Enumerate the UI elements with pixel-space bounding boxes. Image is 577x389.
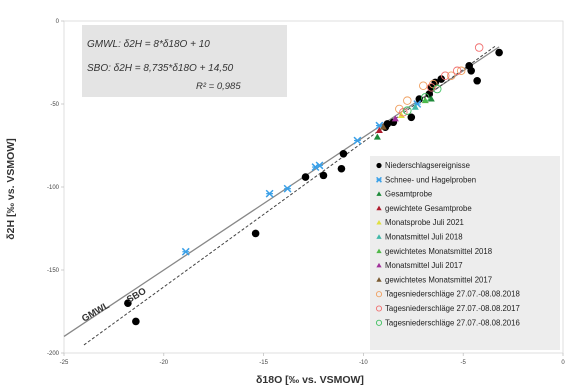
legend-entry-label: Schnee- und Hagelproben	[385, 175, 476, 184]
data-point	[411, 103, 419, 110]
x-tick-label: -15	[259, 360, 268, 366]
data-point	[375, 291, 383, 298]
legend-entry-label: Monatsmittel Juli 2017	[385, 261, 463, 270]
data-point	[265, 189, 274, 198]
legend-entry-label: gewichtetes Monatsmittel 2018	[385, 247, 492, 256]
data-point	[379, 123, 387, 130]
data-point	[124, 299, 132, 308]
data-point	[375, 126, 383, 133]
data-point	[452, 66, 462, 76]
y-tick-label: -100	[47, 185, 60, 191]
y-tick-label: 0	[56, 19, 60, 25]
data-point	[376, 191, 382, 196]
data-point	[399, 108, 408, 117]
x-tick-label: -25	[60, 360, 69, 366]
data-point	[132, 317, 140, 326]
x-axis-title: δ18O [‰ vs. VSMOW]	[256, 374, 364, 386]
data-point	[376, 248, 382, 254]
y-tick-label: -50	[50, 102, 59, 108]
legend-entry-label: Tagesniederschläge 27.07.-08.08.2016	[385, 318, 520, 327]
data-point	[376, 219, 382, 225]
data-point	[283, 184, 292, 193]
data-point	[433, 84, 442, 94]
data-point	[440, 71, 450, 81]
data-point	[375, 319, 383, 326]
data-point	[376, 162, 382, 169]
legend-entry-label: gewichtete Gesamtprobe	[385, 204, 472, 213]
data-point	[315, 161, 324, 170]
legend-entry-label: Tagesniederschläge 27.07.-08.08.2018	[385, 290, 520, 299]
data-point	[473, 76, 481, 85]
legend-box	[370, 156, 560, 350]
data-point	[376, 234, 382, 239]
sbo-line-label: SBO	[125, 286, 148, 306]
equation-sbo: SBO: δ2H = 8,735*δ18O + 14,50	[87, 63, 234, 74]
y-axis-title: δ2H [‰ vs. VSMOW]	[5, 138, 17, 239]
data-points	[124, 43, 503, 326]
axis-ticks: -25 -20 -15 -10 -5 00-50-100-150-200	[47, 19, 565, 366]
data-point	[437, 75, 446, 83]
data-point	[427, 83, 436, 92]
x-tick-label: -5	[461, 360, 467, 366]
data-point	[456, 66, 466, 76]
data-point	[446, 71, 456, 81]
data-point	[403, 106, 412, 115]
data-point	[421, 93, 430, 102]
data-point	[319, 171, 328, 180]
data-point	[373, 133, 381, 140]
data-point	[391, 115, 399, 122]
x-tick-label: -20	[159, 360, 168, 366]
equation-r2: R² = 0,985	[196, 81, 241, 92]
data-point	[251, 229, 260, 238]
data-point	[383, 120, 392, 128]
x-tick-label: 0	[561, 360, 565, 366]
legend: Niederschlagsereignisse Schnee- und Hagel…	[375, 161, 520, 327]
legend-entry-label: Niederschlagsereignisse	[385, 161, 470, 170]
data-point	[495, 48, 503, 57]
data-point	[181, 247, 190, 256]
data-point	[337, 164, 346, 173]
data-point	[421, 97, 429, 104]
data-point	[376, 176, 382, 183]
legend-entry-label: gewichtetes Monatsmittel 2017	[385, 275, 492, 284]
data-point	[301, 173, 310, 181]
legend-entry-label: Monatsmittel Juli 2018	[385, 233, 463, 242]
data-point	[339, 150, 348, 158]
y-tick-label: -200	[47, 351, 60, 357]
equation-box	[82, 25, 287, 97]
data-point	[376, 205, 382, 211]
equation-gmwl: GMWL: δ2H = 8*δ18O + 10	[87, 39, 210, 50]
data-point	[419, 81, 428, 90]
x-tick-label: -10	[359, 360, 368, 366]
data-point	[376, 262, 382, 268]
data-point	[427, 95, 435, 102]
data-point	[474, 43, 484, 52]
legend-entry-label: Tagesniederschläge 27.07.-08.08.2017	[385, 304, 520, 313]
legend-entry-label: Gesamtprobe	[385, 190, 432, 199]
data-point	[403, 96, 412, 105]
data-point	[467, 67, 475, 75]
data-point	[375, 305, 383, 312]
data-point	[376, 277, 382, 282]
y-tick-label: -150	[47, 268, 60, 274]
gmwl-line-label: GMWL	[80, 300, 112, 325]
legend-entry-label: Monatsprobe Juli 2021	[385, 218, 464, 227]
data-point	[353, 136, 362, 145]
data-point	[407, 113, 416, 122]
